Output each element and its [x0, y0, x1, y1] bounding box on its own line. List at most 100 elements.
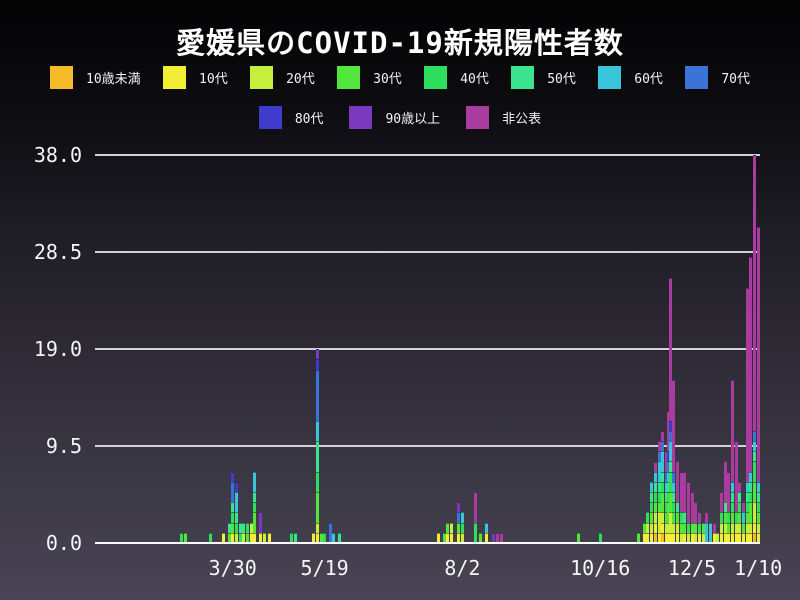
bar-segment [473, 492, 477, 523]
legend-item: 非公表 [466, 106, 541, 129]
bar-segment [650, 532, 654, 543]
bar-segment [253, 532, 257, 543]
legend-item: 40代 [424, 66, 489, 89]
bar-segment [701, 522, 705, 533]
legend-swatch-icon [50, 66, 73, 89]
bar-segment [664, 451, 668, 472]
bar-segment [222, 532, 226, 543]
bar-segment [742, 522, 745, 533]
bar-segment [249, 522, 253, 533]
daily-cases-bar [499, 532, 503, 543]
bar-segment [457, 522, 461, 533]
bar-segment [697, 532, 701, 543]
bar-segment [679, 532, 683, 543]
bar-segment [749, 492, 753, 503]
gridline [95, 154, 760, 156]
bar-segment [666, 481, 670, 493]
bar-segment [661, 430, 665, 442]
bar-segment [661, 512, 665, 523]
bar-segment [666, 471, 670, 482]
bar-segment [293, 532, 297, 543]
bar-segment [460, 512, 464, 523]
bar-segment [672, 481, 676, 493]
daily-cases-bar [637, 532, 641, 543]
daily-cases-bar [712, 522, 716, 543]
daily-cases-bar [268, 532, 271, 543]
bar-segment [253, 492, 257, 503]
bar-segment [323, 532, 327, 543]
legend-label: 70代 [721, 72, 750, 87]
daily-cases-bar [666, 410, 670, 543]
legend-swatch-icon [598, 66, 622, 89]
bar-segment [723, 512, 727, 523]
bar-segment [697, 522, 701, 533]
daily-cases-bar [749, 257, 753, 543]
x-axis-baseline [95, 542, 760, 544]
daily-cases-bar [249, 522, 253, 543]
bar-segment [668, 441, 672, 462]
bar-segment [738, 532, 742, 543]
bar-segment [646, 522, 650, 533]
legend-item: 60代 [598, 66, 663, 89]
bar-segment [742, 512, 745, 523]
legend-label: 10歳未満 [86, 72, 141, 87]
bar-segment [694, 522, 698, 533]
daily-cases-bar [642, 522, 646, 543]
bar-segment [719, 492, 723, 513]
bar-segment [268, 532, 271, 543]
daily-cases-bar [446, 522, 450, 543]
bar-segment [749, 532, 753, 543]
bar-segment [449, 522, 453, 533]
daily-cases-bar [745, 287, 749, 543]
bar-segment [664, 502, 668, 513]
bar-segment [683, 522, 687, 533]
daily-cases-bar [716, 532, 720, 543]
bar-segment [492, 532, 496, 543]
bar-segment [672, 522, 676, 533]
bar-segment [753, 451, 756, 462]
daily-cases-bar [290, 532, 294, 543]
daily-cases-bar [646, 512, 650, 543]
bar-segment [745, 532, 749, 543]
daily-cases-bar [449, 522, 453, 543]
bar-segment [242, 532, 246, 543]
bar-segment [749, 257, 753, 472]
bar-segment [712, 532, 716, 543]
bar-segment [249, 532, 253, 543]
bar-segment [457, 502, 461, 513]
bar-segment [679, 522, 683, 533]
bar-segment [756, 512, 760, 523]
bar-segment [686, 481, 690, 523]
bar-segment [661, 481, 665, 493]
bar-segment [756, 522, 760, 533]
bar-segment [694, 502, 698, 523]
bar-segment [642, 532, 646, 543]
x-axis-tick-label: 8/2 [444, 556, 481, 580]
bar-segment [675, 512, 679, 523]
bar-segment [734, 440, 738, 513]
bar-segment [315, 441, 319, 472]
x-axis-tick-label: 3/30 [208, 556, 257, 580]
bar-segment [499, 532, 503, 543]
daily-cases-bar [708, 522, 712, 543]
bar-segment [730, 512, 734, 523]
bar-segment [661, 532, 665, 543]
bar-segment [653, 492, 657, 503]
bar-segment [738, 481, 742, 493]
bar-segment [209, 532, 213, 543]
bar-segment [742, 532, 745, 543]
bar-segment [650, 502, 654, 513]
daily-cases-bar [730, 379, 734, 543]
bar-segment [235, 481, 238, 493]
bar-segment [668, 277, 672, 421]
daily-cases-bar [222, 532, 226, 543]
bar-segment [723, 532, 727, 543]
bar-segment [328, 522, 332, 543]
bar-segment [686, 522, 690, 533]
legend-label: 80代 [294, 112, 324, 127]
bar-segment [756, 481, 760, 493]
bar-segment [657, 441, 661, 452]
bar-segment [319, 532, 323, 543]
bar-segment [745, 502, 749, 513]
